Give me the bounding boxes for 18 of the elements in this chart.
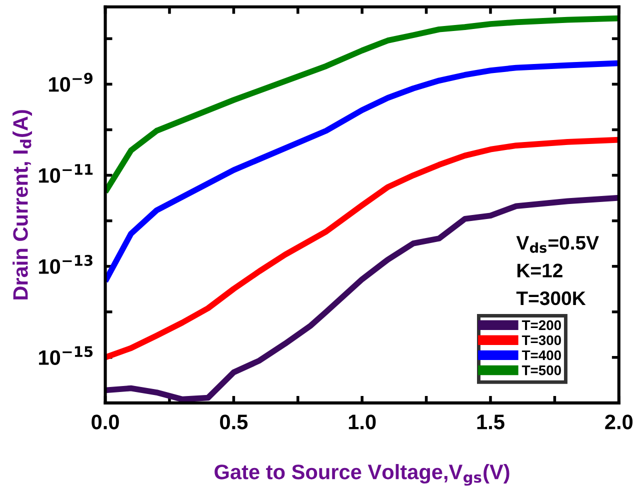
annotation: K=12	[517, 264, 562, 278]
y-tick-label: 10$^{−11}$	[39, 164, 93, 183]
x-tick-label: 2.0	[605, 414, 633, 430]
annotation: V$_{ds}$=0.5V	[516, 236, 599, 253]
x-axis-title: Gate to Source Voltage,V$_{gs}$(V)	[214, 464, 510, 486]
x-tick-label: 1.0	[348, 414, 376, 430]
y-axis-title: Drain Current, I$_{d}$(A)	[12, 110, 32, 300]
legend-label: T=300	[522, 335, 561, 346]
y-tick-label: 10$^{−9}$	[49, 72, 93, 92]
legend-label: T=400	[522, 350, 561, 360]
y-tick-label: 10$^{−13}$	[39, 254, 92, 274]
x-tick-label: 0.5	[220, 414, 248, 430]
legend-label: T=200	[522, 320, 561, 330]
legend-label: T=500	[522, 365, 561, 376]
x-tick-label: 1.5	[477, 414, 504, 430]
annotation: T=300K	[516, 291, 586, 306]
y-tick-label: 10$^{−15}$	[39, 346, 93, 366]
x-tick-label: 0.0	[92, 414, 119, 430]
